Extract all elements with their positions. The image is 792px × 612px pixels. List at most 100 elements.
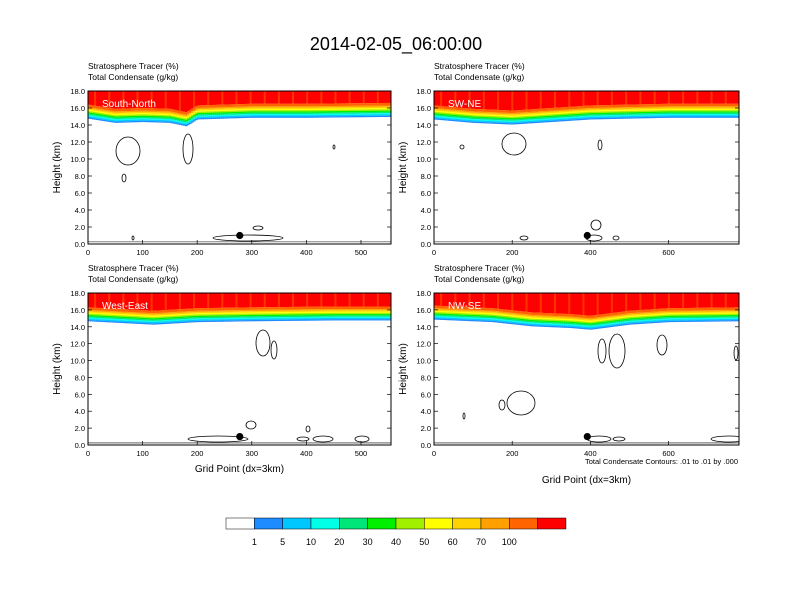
tracer-cell	[513, 91, 516, 111]
tracer-cell	[378, 103, 382, 106]
tracer-cell	[180, 319, 184, 321]
tracer-cell	[144, 115, 148, 118]
tracer-cell	[523, 119, 527, 122]
tracer-cell	[476, 91, 480, 110]
tracer-cell	[525, 114, 529, 116]
tracer-cell	[193, 315, 196, 318]
tracer-cell	[318, 309, 321, 311]
tracer-cell	[122, 118, 125, 121]
tracer-cell	[239, 109, 243, 111]
tracer-cell	[661, 115, 665, 117]
tracer-cell	[239, 107, 243, 110]
tracer-cell	[517, 91, 520, 111]
tracer-cell	[600, 105, 604, 108]
tracer-cell	[255, 113, 259, 116]
tracer-cell	[330, 113, 334, 115]
tracer-cell	[527, 115, 531, 118]
tracer-cell	[322, 111, 325, 113]
tracer-cell	[468, 111, 472, 113]
tracer-cell	[199, 314, 202, 316]
tracer-cell	[312, 107, 315, 109]
tracer-cell	[265, 112, 269, 114]
tracer-cell	[279, 91, 283, 104]
tracer-cell	[690, 113, 693, 116]
tracer-cell	[285, 106, 289, 108]
tracer-cell	[237, 115, 241, 117]
tracer-cell	[106, 319, 109, 322]
tracer-cell	[138, 110, 142, 112]
tracer-cell	[346, 306, 350, 310]
tracer-cell	[215, 312, 218, 315]
tracer-cell	[533, 114, 537, 116]
tracer-cell	[314, 316, 317, 319]
tracer-cell	[247, 116, 251, 118]
tracer-cell	[96, 310, 99, 312]
tracer-cell	[275, 315, 279, 318]
tracer-cell	[647, 104, 651, 107]
tracer-cell	[726, 112, 730, 114]
tracer-cell	[186, 120, 190, 122]
tracer-cell	[553, 115, 557, 117]
tracer-cell	[122, 120, 125, 122]
tracer-cell	[205, 112, 208, 115]
tracer-cell	[633, 91, 636, 105]
tracer-cell	[120, 321, 123, 324]
tracer-cell	[521, 116, 525, 118]
tracer-cell	[352, 108, 356, 110]
tracer-cell	[180, 91, 184, 112]
tracer-cell	[279, 314, 283, 316]
tracer-cell	[306, 311, 309, 314]
tracer-cell	[612, 111, 616, 113]
tracer-cell	[712, 113, 716, 116]
tracer-cell	[592, 107, 596, 110]
tracer-cell	[316, 319, 319, 321]
tracer-cell	[350, 114, 354, 117]
tracer-cell	[576, 110, 579, 112]
tracer-cell	[176, 91, 180, 111]
tracer-cell	[675, 106, 679, 108]
tracer-cell	[627, 104, 630, 108]
tracer-cell	[281, 110, 285, 112]
tracer-cell	[227, 316, 230, 318]
tracer-cell	[533, 91, 537, 110]
tracer-cell	[492, 113, 496, 115]
tracer-cell	[436, 108, 439, 110]
tracer-cell	[98, 117, 101, 120]
tracer-cell	[635, 112, 638, 114]
tracer-cell	[116, 91, 119, 109]
tracer-cell	[503, 120, 506, 122]
tracer-cell	[108, 114, 111, 116]
tracer-cell	[243, 313, 247, 316]
tracer-cell	[130, 319, 134, 321]
tracer-cell	[501, 112, 504, 114]
tracer-cell	[296, 315, 299, 318]
tracer-cell	[438, 116, 441, 118]
tracer-cell	[547, 120, 551, 123]
tracer-cell	[233, 320, 237, 322]
tracer-cell	[714, 112, 718, 114]
tracer-cell	[637, 104, 640, 107]
tracer-cell	[694, 91, 697, 104]
tracer-cell	[348, 293, 352, 307]
tracer-cell	[267, 312, 271, 314]
tracer-cell	[442, 118, 445, 121]
tracer-cell	[178, 119, 182, 122]
tracer-cell	[257, 115, 261, 117]
tracer-cell	[678, 115, 681, 117]
tracer-cell	[112, 116, 115, 118]
tracer-cell	[452, 112, 455, 114]
tracer-cell	[698, 115, 701, 117]
tracer-cell	[578, 118, 581, 121]
tracer-cell	[285, 309, 289, 311]
tracer-cell	[462, 120, 466, 123]
tracer-cell	[174, 315, 178, 318]
tracer-cell	[275, 91, 279, 104]
tracer-cell	[300, 319, 303, 321]
tracer-cell	[566, 119, 569, 121]
tracer-cell	[696, 103, 699, 107]
tracer-cell	[102, 117, 105, 119]
tracer-cell	[148, 108, 152, 111]
tracer-cell	[370, 309, 374, 311]
tracer-cell	[590, 111, 594, 114]
tracer-cell	[162, 316, 166, 318]
